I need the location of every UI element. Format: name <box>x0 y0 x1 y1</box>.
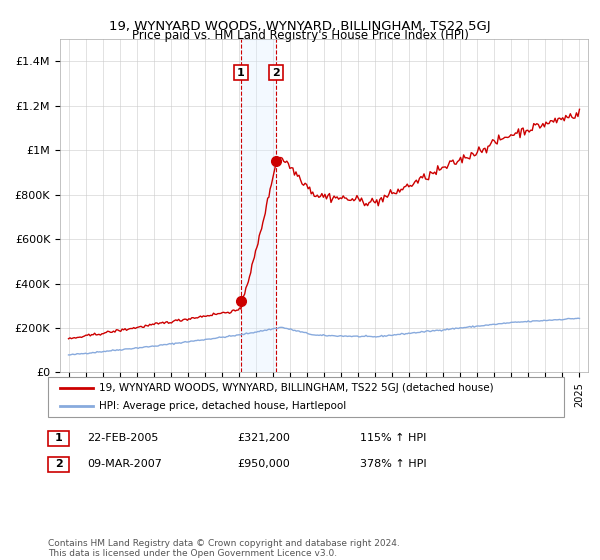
Text: 1: 1 <box>55 433 62 443</box>
Text: Price paid vs. HM Land Registry's House Price Index (HPI): Price paid vs. HM Land Registry's House … <box>131 29 469 42</box>
Text: 1: 1 <box>237 68 245 77</box>
Text: £950,000: £950,000 <box>237 459 290 469</box>
Text: 115% ↑ HPI: 115% ↑ HPI <box>360 433 427 443</box>
Text: 19, WYNYARD WOODS, WYNYARD, BILLINGHAM, TS22 5GJ: 19, WYNYARD WOODS, WYNYARD, BILLINGHAM, … <box>109 20 491 32</box>
Text: 2: 2 <box>272 68 280 77</box>
Text: Contains HM Land Registry data © Crown copyright and database right 2024.
This d: Contains HM Land Registry data © Crown c… <box>48 539 400 558</box>
Bar <box>241 39 276 372</box>
Text: 19, WYNYARD WOODS, WYNYARD, BILLINGHAM, TS22 5GJ (detached house): 19, WYNYARD WOODS, WYNYARD, BILLINGHAM, … <box>99 383 494 393</box>
Text: 2: 2 <box>55 459 62 469</box>
Text: HPI: Average price, detached house, Hartlepool: HPI: Average price, detached house, Hart… <box>99 401 346 411</box>
Text: 378% ↑ HPI: 378% ↑ HPI <box>360 459 427 469</box>
Text: £321,200: £321,200 <box>237 433 290 443</box>
Text: 22-FEB-2005: 22-FEB-2005 <box>87 433 158 443</box>
Text: 09-MAR-2007: 09-MAR-2007 <box>87 459 162 469</box>
